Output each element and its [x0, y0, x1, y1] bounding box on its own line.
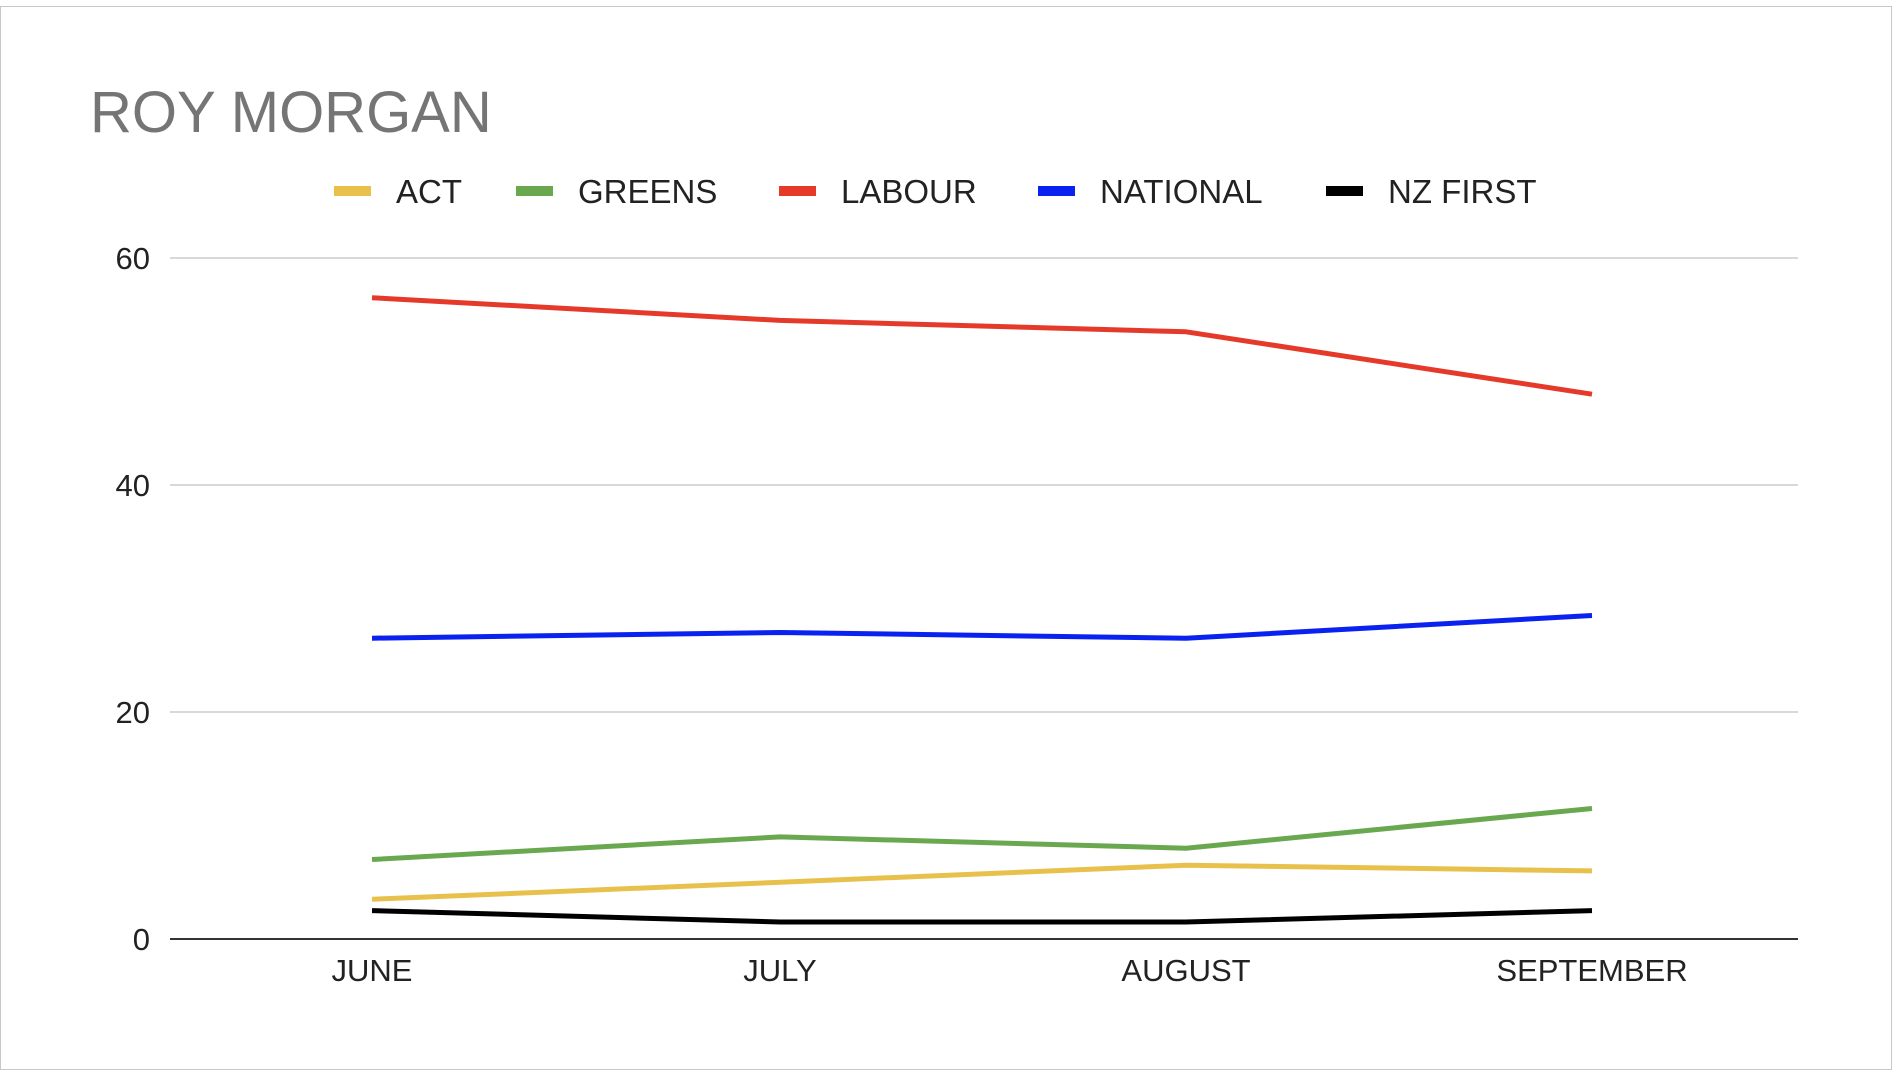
legend-swatch-labour [779, 186, 816, 196]
y-tick-label: 0 [133, 922, 150, 957]
x-axis-ticks: JUNE JULY AUGUST SEPTEMBER [332, 953, 1688, 988]
legend: ACT GREENS LABOUR NATIONAL NZ FIRST [334, 173, 1536, 210]
chart-title: ROY MORGAN [90, 80, 492, 145]
series-line-act [371, 862, 1593, 902]
series-line-greens [371, 806, 1593, 862]
legend-swatch-nz-first [1326, 186, 1363, 196]
series-line-labour [371, 295, 1593, 397]
series-line-nz-first [371, 908, 1593, 925]
legend-label: NATIONAL [1100, 173, 1263, 210]
chart-frame [0, 6, 1892, 1070]
y-tick-label: 60 [116, 241, 150, 276]
grid-lines [170, 257, 1798, 940]
y-tick-label: 40 [116, 468, 150, 503]
legend-label: GREENS [578, 173, 717, 210]
legend-swatch-greens [516, 186, 553, 196]
series-line-national [371, 613, 1593, 641]
series-lines [371, 295, 1593, 925]
legend-label: NZ FIRST [1388, 173, 1536, 210]
legend-label: LABOUR [841, 173, 977, 210]
legend-label: ACT [396, 173, 462, 210]
y-tick-label: 20 [116, 695, 150, 730]
x-tick-label: JUNE [332, 953, 413, 988]
y-axis-ticks: 0 20 40 60 [116, 241, 150, 957]
x-tick-label: AUGUST [1121, 953, 1250, 988]
x-tick-label: JULY [743, 953, 817, 988]
x-tick-label: SEPTEMBER [1496, 953, 1687, 988]
legend-swatch-act [334, 186, 371, 196]
legend-swatch-national [1038, 186, 1075, 196]
